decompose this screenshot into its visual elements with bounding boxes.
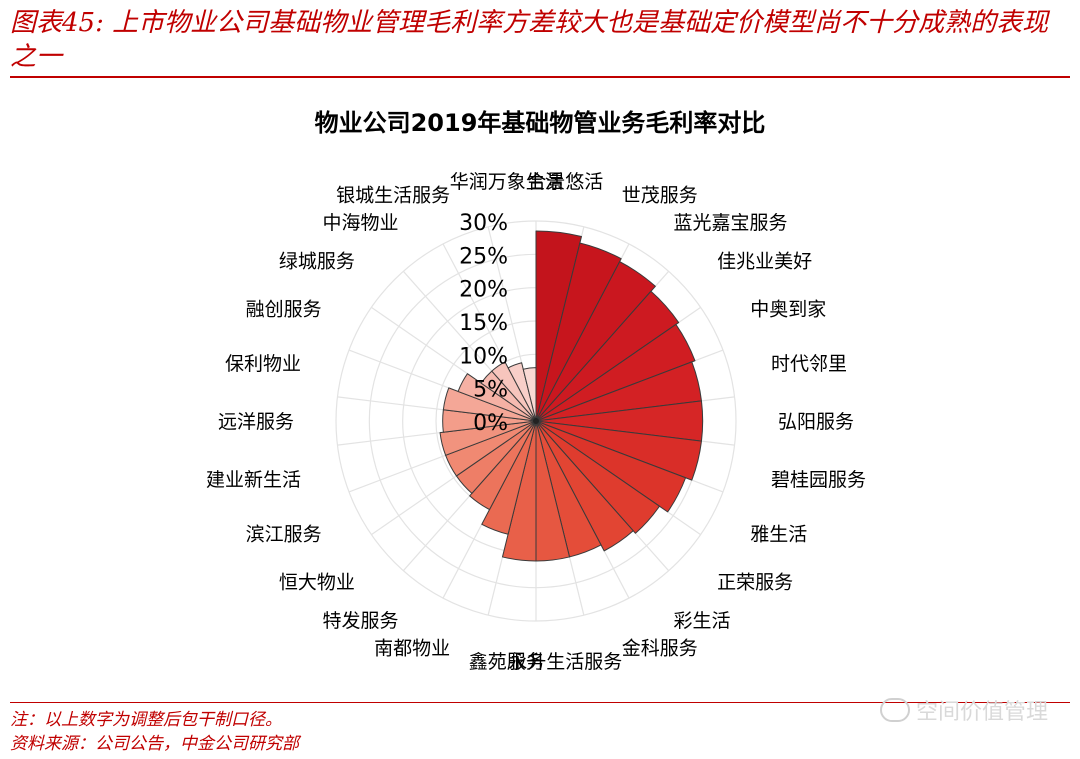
bar-segment [481,420,537,535]
source-text: 资料来源：公司公告，中金公司研究部 [10,734,299,754]
category-label: 南都物业 [374,637,450,659]
radial-tick-label: 5% [473,378,508,403]
bar-segment [457,373,537,422]
category-label: 建业新生活 [206,469,301,491]
category-label: 特发服务 [322,610,398,632]
radial-tick-label: 15% [459,311,508,336]
bar-segment [535,420,702,481]
bar-segment [439,420,537,456]
category-label: 滨江服务 [246,524,322,546]
category-label: 彩生活 [674,610,731,632]
category-label: 正荣服务 [717,572,793,594]
category-label: 绿城服务 [279,251,355,273]
bar-segment [535,290,680,422]
bar-segment [535,420,634,552]
radial-tick-label: 25% [459,244,508,269]
bar-segment [491,361,537,422]
center-dot [533,418,539,424]
wechat-icon [879,698,910,722]
radial-tick-label: 30% [459,211,508,236]
category-label: 时代邻里 [771,353,847,375]
category-label: 银城生活服务 [336,185,450,207]
bar-segment [535,420,660,534]
bar-segment [535,242,622,422]
bar-segment [535,420,687,513]
category-label: 永升生活服务 [508,651,622,673]
category-label: 蓝光嘉宝服务 [674,212,788,234]
category-label: 恒大物业 [279,572,355,594]
category-label: 合景悠活 [527,171,603,193]
bar-segment [535,261,656,422]
category-label: 远洋服务 [218,411,294,433]
category-label: 中奥到家 [750,299,826,321]
category-label: 佳兆业美好 [717,251,812,273]
bar-segment [535,323,696,422]
category-label: 金科服务 [622,637,698,659]
category-label: 华润万象生活 [450,171,564,193]
footnotes: 注：以上数字为调整后包干制口径。 资料来源：公司公告，中金公司研究部 [10,708,299,756]
radial-tick-label: 20% [459,278,508,303]
footer-divider [10,702,1070,703]
radial-tick-labels: 0% 5% 10% 15% 20% 25% 30% [459,211,508,436]
radial-tick-label: 0% [473,411,508,436]
bar-series [439,230,704,562]
chart-title: 物业公司2019年基础物管业务毛利率对比 [315,109,766,137]
category-label: 鑫苑服务 [469,651,545,673]
category-label: 中海物业 [322,212,398,234]
category-label: 世茂服务 [622,185,698,207]
radial-tick-label: 10% [459,344,508,369]
bar-segment [522,367,537,422]
category-label: 保利物业 [225,353,301,375]
category-label: 弘阳服务 [778,411,854,433]
bar-segment [469,420,537,511]
watermark-text: 空间价值管理 [915,700,1048,725]
title-divider [10,76,1070,78]
note-text: 注：以上数字为调整后包干制口径。 [10,710,282,730]
category-labels: 合景悠活世茂服务蓝光嘉宝服务佳兆业美好中奥到家时代邻里弘阳服务碧桂园服务雅生活正… [206,171,866,673]
figure-title: 图表45: 上市物业公司基础物业管理毛利率方差较大也是基础定价模型尚不十分成熟的… [10,8,1049,72]
category-label: 雅生活 [750,524,807,546]
bar-segment [507,362,537,422]
category-label: 融创服务 [246,299,322,321]
category-label: 碧桂园服务 [771,469,866,491]
watermark: 空间价值管理 [879,694,1048,726]
